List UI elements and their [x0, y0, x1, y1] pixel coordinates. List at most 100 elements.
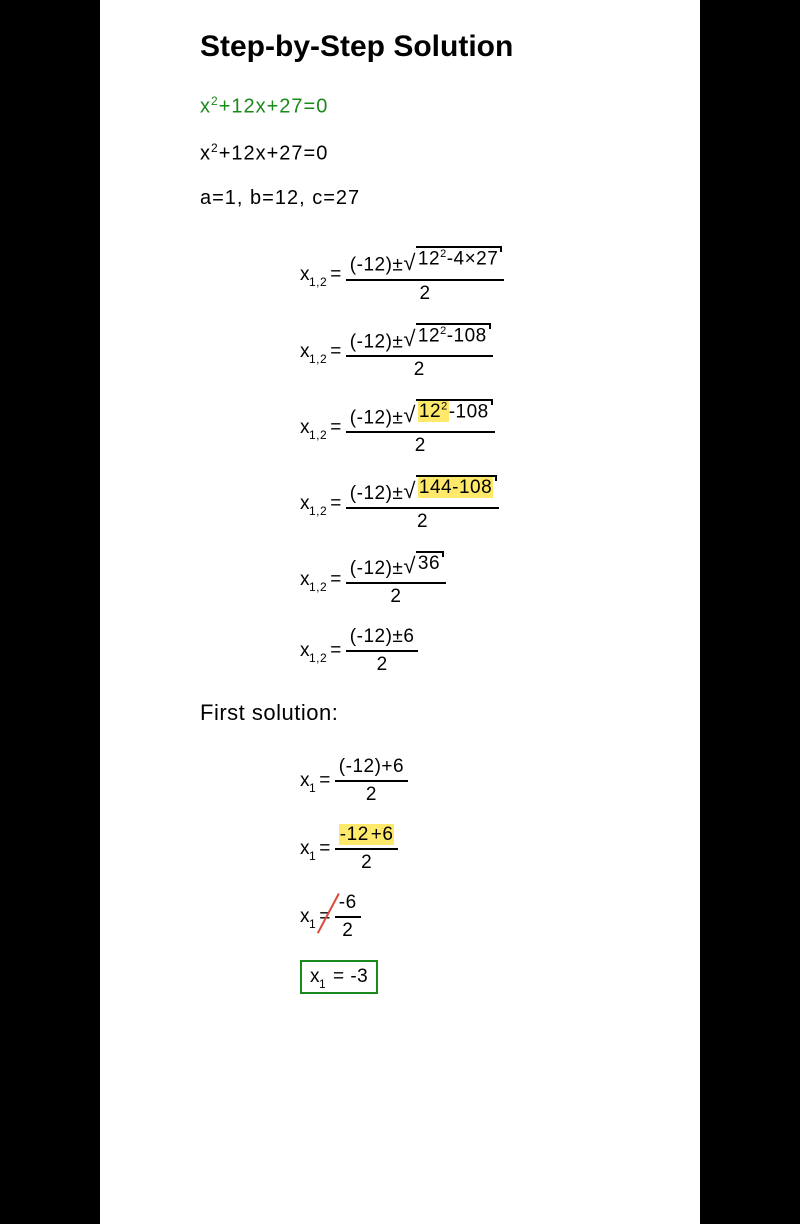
numerator: -12+6 [335, 824, 399, 850]
numerator: (-12)±√122-4×27 [346, 246, 505, 280]
x-variable: x 1,2 [300, 417, 328, 439]
fraction: (-12)±√122-4×27 2 [346, 246, 505, 304]
equals: = [330, 493, 342, 515]
sqrt: √144-108 [403, 475, 495, 501]
denominator: 2 [390, 584, 401, 608]
first-step-1: x 1 = (-12)+6 2 [300, 756, 660, 806]
num-pre: (-12)± [350, 255, 404, 276]
x-variable: x 1 [310, 966, 327, 988]
step-1: x 1,2 = (-12)±√122-4×27 2 [300, 246, 660, 304]
first-step-2: x 1 = -12+6 2 [300, 824, 660, 874]
rad-base: 12 [419, 401, 441, 422]
x-sub: 1,2 [309, 580, 327, 594]
radicand: 122-4×27 [416, 246, 500, 272]
radicand: 36 [416, 551, 442, 576]
eq-exp: 2 [211, 94, 219, 108]
num-pre: (-12)± [350, 483, 404, 504]
numerator: (-12)±6 [346, 626, 419, 652]
first-result: x 1 = -3 [300, 960, 660, 994]
first-solution-label: First solution: [200, 700, 660, 726]
num-pre: (-12)± [350, 331, 404, 352]
sqrt: √122-4×27 [403, 246, 500, 272]
x-sub: 1 [319, 977, 326, 991]
equation-original: x2+12x+27=0 [200, 94, 660, 119]
radical-icon: √ [403, 330, 416, 348]
denominator: 2 [361, 850, 372, 874]
eq-rest: +12x+27=0 [219, 96, 329, 118]
fraction: (-12)±√122-108 2 [346, 399, 495, 457]
rad-base: 12 [418, 325, 440, 346]
x-variable: x 1 [300, 906, 317, 928]
result-value: -3 [350, 966, 368, 987]
rad-rest: -108 [449, 401, 489, 422]
fraction: (-12)±√144-108 2 [346, 475, 499, 533]
eq-base: x [200, 142, 211, 164]
x-sub: 1,2 [309, 428, 327, 442]
numerator: (-12)±√36 [346, 551, 446, 584]
x-variable: x 1,2 [300, 640, 328, 662]
denominator: 2 [414, 357, 425, 381]
x-sub: 1 [309, 917, 316, 931]
denominator: 2 [420, 281, 431, 305]
denominator: 2 [342, 918, 353, 942]
fraction-cancelled: -6 2 [335, 892, 361, 942]
rad-exp: 2 [440, 248, 447, 260]
step-4: x 1,2 = (-12)±√144-108 2 [300, 475, 660, 533]
denominator: 2 [417, 509, 428, 533]
x-variable: x 1,2 [300, 569, 328, 591]
sqrt: √36 [403, 551, 442, 576]
num-b: +6 [370, 824, 395, 845]
fraction: (-12)±√36 2 [346, 551, 446, 608]
result-box: x 1 = -3 [300, 960, 378, 994]
step-5: x 1,2 = (-12)±√36 2 [300, 551, 660, 608]
x-sub: 1,2 [309, 275, 327, 289]
denominator: 2 [366, 782, 377, 806]
rad-exp: 2 [441, 401, 448, 413]
radical-icon: √ [403, 406, 416, 424]
page: Step-by-Step Solution x2+12x+27=0 x2+12x… [100, 0, 700, 1224]
numerator: (-12)+6 [335, 756, 408, 782]
x-sub: 1,2 [309, 504, 327, 518]
fraction: (-12)±√122-108 2 [346, 323, 493, 381]
rad-rest: -4×27 [447, 249, 499, 270]
rad-exp: 2 [440, 325, 447, 337]
radicand: 122-108 [416, 399, 491, 425]
denominator: 2 [415, 433, 426, 457]
eq-exp: 2 [211, 141, 219, 155]
x-sub: 1,2 [309, 651, 327, 665]
equation-restated: x2+12x+27=0 [200, 141, 660, 166]
step-3: x 1,2 = (-12)±√122-108 2 [300, 399, 660, 457]
eq-rest: +12x+27=0 [219, 142, 329, 164]
denominator: 2 [377, 652, 388, 676]
equals: = [330, 417, 342, 439]
step-2: x 1,2 = (-12)±√122-108 2 [300, 323, 660, 381]
x-sub: 1 [309, 781, 316, 795]
equals: = [330, 569, 342, 591]
sqrt: √122-108 [403, 399, 490, 425]
x-variable: x 1 [300, 838, 317, 860]
sqrt: √122-108 [403, 323, 488, 349]
coefficients: a=1, b=12, c=27 [200, 187, 660, 210]
num-a: -12 [339, 824, 370, 845]
equals: = [333, 966, 345, 987]
equals: = [330, 341, 342, 363]
first-step-3: x 1 = -6 2 [300, 892, 660, 942]
x-variable: x 1,2 [300, 264, 328, 286]
num-pre: (-12)± [350, 407, 404, 428]
radical-icon: √ [403, 557, 416, 575]
rad-rest: -108 [447, 325, 487, 346]
radicand: 144-108 [416, 475, 495, 501]
fraction: (-12)+6 2 [335, 756, 408, 806]
x-sub: 1,2 [309, 352, 327, 366]
step-6: x 1,2 = (-12)±6 2 [300, 626, 660, 676]
equals: = [330, 640, 342, 662]
fraction: -12+6 2 [335, 824, 399, 874]
x-variable: x 1,2 [300, 341, 328, 363]
highlight: 144-108 [418, 477, 493, 498]
equals: = [319, 770, 331, 792]
eq-base: x [200, 96, 211, 118]
numerator: (-12)±√122-108 [346, 399, 495, 433]
radical-icon: √ [403, 254, 416, 272]
radical-icon: √ [403, 482, 416, 500]
fraction: (-12)±6 2 [346, 626, 419, 676]
